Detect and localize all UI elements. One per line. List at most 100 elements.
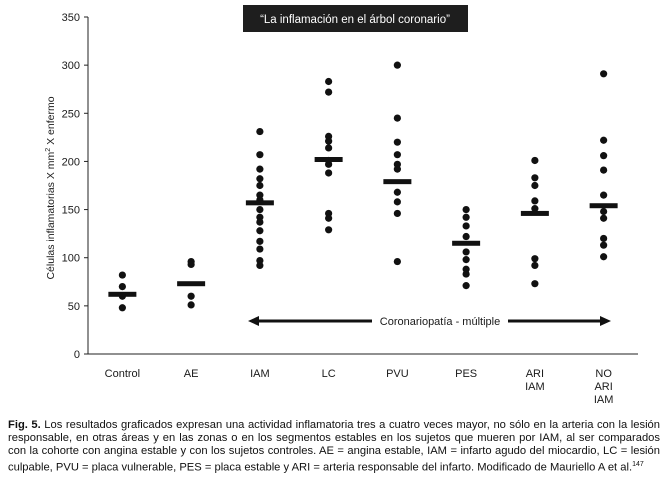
data-point [187,260,195,269]
data-point [256,237,264,245]
x-tick-label-line: LC [322,368,336,380]
data-point [531,280,539,288]
data-point [393,61,401,69]
median-bar [383,179,412,185]
y-tick-label: 150 [62,205,80,217]
data-point [393,257,401,266]
data-point [462,282,470,290]
x-tick-label-line: AE [184,368,199,380]
data-point [393,165,401,173]
data-point [600,214,608,222]
data-point [325,169,333,177]
data-point [531,261,539,270]
category-group [177,257,206,309]
figure-caption: Fig. 5. Los resultados graficados expres… [8,419,660,475]
data-point [531,156,539,165]
y-tick-label: 200 [62,156,80,168]
category-group [245,127,274,270]
svg-text:Células inflamatorias X mm2 X: Células inflamatorias X mm2 X enfermo [45,96,57,279]
data-point [531,181,539,190]
y-ticks: 0 50 100 150 200 250 300 350 [62,12,88,361]
data-point [118,271,126,279]
y-tick-label: 50 [68,301,80,313]
data-point [462,205,470,214]
data-point [462,256,470,264]
x-tick-label-line: Control [105,368,140,380]
x-tick-label-line: IAM [594,394,614,406]
data-point [600,253,608,261]
arrow-head-right [600,316,611,326]
x-tick-label: NO ARI IAM [594,368,614,406]
data-point [393,188,401,196]
x-tick-label: Control [105,368,140,380]
data-point [393,198,401,206]
data-point [531,255,539,263]
median-bar [452,240,481,246]
data-point [600,234,608,243]
y-tick-label: 300 [62,60,80,72]
data-point [531,197,539,205]
data-point [256,151,264,159]
data-point [256,175,264,183]
category-group [383,61,412,266]
category-group [108,271,137,312]
x-tick-label-line: ARI [526,368,544,380]
data-point [256,205,264,214]
x-tick-label: IAM [250,368,270,380]
data-point [325,137,333,145]
x-tick-label: LC [322,368,336,380]
x-tick-label-line: PES [455,368,477,380]
caption-label: Fig. 5. [8,419,41,431]
data-point [600,152,608,160]
data-point [256,127,264,136]
data-point [393,114,401,122]
data-point [187,292,195,300]
data-point [325,88,333,96]
data-point [393,138,401,146]
chart-title-box: “La inflamación en el árbol coronario” [243,5,468,32]
y-axis-label: Células inflamatorias X mm2 X enfermo [45,96,57,279]
data-point [325,144,333,152]
data-point [118,283,126,291]
median-bar [520,210,549,216]
x-tick-label-line: NO [595,368,612,380]
y-tick-label: 0 [74,349,80,361]
data-point [325,77,333,86]
data-point [462,222,470,230]
x-tick-label-line: IAM [250,368,270,380]
data-point [600,166,608,174]
data-point [600,191,608,199]
annotation-label: Coronariopatía - múltiple [380,316,500,328]
y-tick-label: 350 [62,12,80,24]
data-point [462,270,470,278]
data-point [325,160,333,168]
data-point [531,174,539,182]
axes [87,17,638,355]
x-tick-label-line: IAM [525,381,545,393]
data-point [187,301,195,309]
data-marks [108,61,618,312]
data-point [325,226,333,234]
median-bar [589,203,618,209]
chart-title: “La inflamación en el árbol coronario” [260,14,450,26]
data-point [393,209,401,218]
median-bar [108,291,137,297]
data-point [600,70,608,78]
category-group [452,205,481,290]
data-point [256,261,264,270]
category-group [314,77,343,234]
data-point [600,241,608,249]
x-tick-label-line: PVU [386,368,409,380]
data-point [462,232,470,241]
caption-ref: 147 [632,461,644,468]
data-point [531,205,539,213]
data-point [256,227,264,235]
data-point [393,151,401,159]
median-bar [245,200,274,206]
x-tick-label: AE [184,368,199,380]
data-point [600,136,608,144]
y-tick-label: 250 [62,108,80,120]
data-point [256,181,264,190]
x-tick-label: PES [455,368,477,380]
data-point [118,304,126,312]
